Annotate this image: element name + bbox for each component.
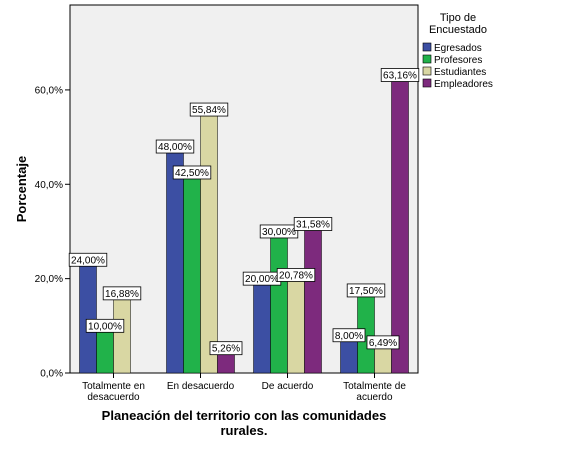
data-label-box bbox=[68, 252, 108, 267]
legend-label: Egresados bbox=[434, 43, 482, 54]
data-label: 55,84% bbox=[189, 102, 229, 117]
data-label: 20,00% bbox=[242, 271, 282, 286]
data-label: 8,00% bbox=[332, 328, 366, 343]
data-label-text: 10,00% bbox=[88, 321, 122, 332]
data-label-text: 24,00% bbox=[71, 255, 105, 266]
data-label-text: 30,00% bbox=[262, 227, 296, 238]
data-label: 30,00% bbox=[259, 224, 299, 239]
data-label: 24,00% bbox=[68, 252, 108, 267]
data-label: 20,78% bbox=[276, 268, 316, 282]
bar-estudiantes bbox=[113, 293, 131, 374]
legend-item-egresados: Egresados bbox=[422, 42, 482, 54]
data-label: 10,00% bbox=[85, 318, 125, 333]
data-label-box bbox=[366, 335, 400, 350]
data-label-box bbox=[380, 68, 420, 82]
data-label: 5,26% bbox=[209, 341, 243, 356]
bar-egresados bbox=[79, 259, 97, 374]
x-axis-title: Planeación del territorio con las comuni… bbox=[102, 408, 387, 438]
legend-title: Tipo de Encuestado bbox=[429, 12, 487, 36]
data-labels: 24,00% 10,00% 16,88% 48,00% 42,50% 55,84% 5,26… bbox=[68, 68, 420, 356]
y-tick-label: 20,0% bbox=[35, 274, 63, 285]
legend-item-profesores: Profesores bbox=[422, 54, 482, 66]
data-label-text: 31,58% bbox=[296, 220, 330, 231]
legend-label: Profesores bbox=[434, 55, 482, 66]
legend-swatch bbox=[422, 54, 432, 64]
data-label-box bbox=[155, 139, 195, 154]
bar-estudiantes bbox=[200, 109, 218, 374]
bar-profesores bbox=[96, 325, 114, 374]
data-label-box bbox=[332, 328, 366, 343]
data-label-text: 55,84% bbox=[192, 105, 226, 116]
legend-label: Estudiantes bbox=[434, 67, 486, 78]
legend-item-estudiantes: Estudiantes bbox=[422, 66, 486, 78]
legend-swatch bbox=[422, 42, 432, 52]
data-label: 42,50% bbox=[172, 165, 212, 180]
x-axis: Totalmente en desacuerdo En desacuerdo De a… bbox=[82, 373, 406, 403]
data-label: 6,49% bbox=[366, 335, 400, 350]
data-label-text: 5,26% bbox=[212, 344, 240, 355]
bar-egresados bbox=[166, 146, 184, 374]
data-label: 17,50% bbox=[346, 283, 386, 298]
data-label: 48,00% bbox=[155, 139, 195, 154]
data-label-box bbox=[172, 165, 212, 180]
data-label-text: 8,00% bbox=[335, 331, 363, 342]
y-tick-label: 60,0% bbox=[35, 85, 63, 96]
data-label-box bbox=[276, 268, 316, 282]
data-label-text: 42,50% bbox=[175, 168, 209, 179]
bar-empleadores bbox=[391, 74, 409, 374]
data-label-box bbox=[189, 102, 229, 117]
data-label-text: 48,00% bbox=[158, 142, 192, 153]
data-label-box bbox=[102, 286, 142, 301]
legend-item-empleadores: Empleadores bbox=[422, 78, 493, 90]
legend: Tipo de Encuestado EgresadosProfesoresEstu… bbox=[422, 12, 493, 90]
legend-label: Empleadores bbox=[434, 79, 493, 90]
bar-empleadores bbox=[304, 223, 322, 374]
data-label-box bbox=[259, 224, 299, 239]
data-label: 63,16% bbox=[380, 68, 420, 82]
bar-egresados bbox=[253, 278, 271, 374]
data-label-box bbox=[346, 283, 386, 298]
x-tick-label: Totalmente de acuerdo bbox=[343, 381, 406, 403]
bar-estudiantes bbox=[287, 274, 305, 374]
x-tick-label: Totalmente en desacuerdo bbox=[82, 381, 145, 403]
y-axis: 0,0% 20,0% 40,0% 60,0% bbox=[35, 85, 70, 380]
bar-profesores bbox=[183, 172, 201, 374]
data-label-text: 20,78% bbox=[279, 270, 313, 281]
data-label-text: 17,50% bbox=[349, 286, 383, 297]
data-label: 31,58% bbox=[293, 217, 333, 231]
data-label-box bbox=[85, 318, 125, 333]
y-axis-title: Porcentaje bbox=[14, 156, 29, 222]
data-label-box bbox=[209, 341, 243, 356]
y-tick-label: 40,0% bbox=[35, 180, 63, 191]
legend-swatch bbox=[422, 78, 432, 88]
data-label: 16,88% bbox=[102, 286, 142, 301]
x-tick-label: En desacuerdo bbox=[167, 381, 235, 392]
data-label-text: 20,00% bbox=[245, 274, 279, 285]
x-tick-label: De acuerdo bbox=[262, 381, 314, 392]
data-label-text: 16,88% bbox=[105, 289, 139, 300]
legend-swatch bbox=[422, 66, 432, 76]
bar-profesores bbox=[270, 231, 288, 374]
data-label-text: 63,16% bbox=[383, 71, 417, 82]
data-label-text: 6,49% bbox=[369, 338, 397, 349]
data-label-box bbox=[293, 217, 333, 231]
y-tick-label: 0,0% bbox=[40, 369, 63, 380]
